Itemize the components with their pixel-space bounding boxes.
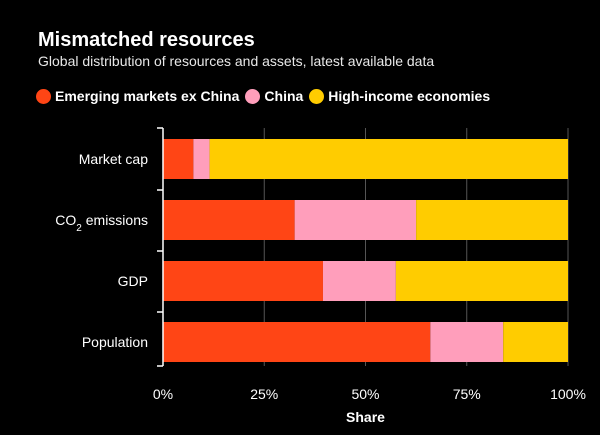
legend-swatch-high-income	[309, 88, 325, 104]
bar-2-2	[395, 261, 568, 301]
x-tick-label-2: 50%	[351, 386, 379, 402]
x-tick-label-1: 25%	[250, 386, 278, 402]
bar-0-0	[163, 139, 194, 179]
legend-item-high-income: High-income economies	[309, 88, 490, 104]
bar-2-0	[163, 261, 323, 301]
category-label-1: CO2 emissions	[55, 212, 148, 234]
legend-item-emerging: Emerging markets ex China	[36, 88, 239, 104]
x-tick-label-3: 75%	[453, 386, 481, 402]
bar-2-1	[322, 261, 396, 301]
legend-item-china: China	[245, 88, 303, 104]
chart-subtitle: Global distribution of resources and ass…	[38, 53, 435, 69]
bar-0-1	[193, 139, 210, 179]
bar-3-0	[163, 322, 431, 362]
x-tick-label-4: 100%	[550, 386, 586, 402]
legend-swatch-emerging	[36, 88, 51, 104]
bar-0-2	[209, 139, 568, 179]
x-tick-label-0: 0%	[153, 386, 173, 402]
category-label-3: Population	[82, 334, 148, 350]
x-axis-label: Share	[346, 409, 385, 425]
legend-label-china: China	[264, 88, 304, 104]
legend-label-high-income: High-income economies	[328, 88, 491, 104]
bar-1-2	[416, 200, 568, 240]
bar-3-1	[430, 322, 504, 362]
category-label-2: GDP	[118, 273, 148, 289]
legend-swatch-china	[245, 88, 261, 104]
legend-label-emerging: Emerging markets ex China	[55, 88, 240, 104]
legend: Emerging markets ex China China High-inc…	[36, 88, 496, 104]
category-label-0: Market cap	[79, 151, 148, 167]
bar-1-1	[294, 200, 417, 240]
chart-title: Mismatched resources	[38, 29, 255, 51]
bar-1-0	[163, 200, 295, 240]
bar-3-2	[503, 322, 568, 362]
